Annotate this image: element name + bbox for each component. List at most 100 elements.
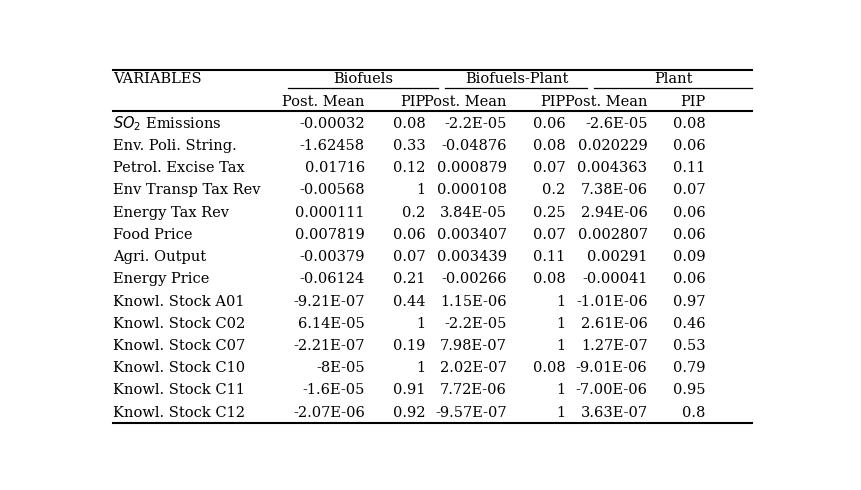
Text: Plant: Plant [653,73,692,86]
Text: Post. Mean: Post. Mean [424,95,506,109]
Text: 0.8: 0.8 [682,406,705,419]
Text: 0.003439: 0.003439 [436,250,506,264]
Text: 1: 1 [555,317,565,331]
Text: -0.00032: -0.00032 [299,117,364,131]
Text: Knowl. Stock C07: Knowl. Stock C07 [113,339,245,353]
Text: 0.12: 0.12 [393,161,425,175]
Text: 0.2: 0.2 [402,206,425,220]
Text: 1: 1 [416,361,425,375]
Text: -9.57E-07: -9.57E-07 [435,406,506,419]
Text: 0.07: 0.07 [532,161,565,175]
Text: 0.97: 0.97 [672,294,705,309]
Text: -2.07E-06: -2.07E-06 [293,406,364,419]
Text: 0.11: 0.11 [672,161,705,175]
Text: 1: 1 [555,294,565,309]
Text: 0.25: 0.25 [532,206,565,220]
Text: 1: 1 [555,384,565,397]
Text: PIP: PIP [400,95,425,109]
Text: -0.04876: -0.04876 [441,139,506,153]
Text: Agri. Output: Agri. Output [113,250,206,264]
Text: 0.002807: 0.002807 [577,228,647,242]
Text: Petrol. Excise Tax: Petrol. Excise Tax [113,161,245,175]
Text: 3.84E-05: 3.84E-05 [439,206,506,220]
Text: -0.06124: -0.06124 [300,272,364,286]
Text: -1.6E-05: -1.6E-05 [302,384,364,397]
Text: -9.21E-07: -9.21E-07 [293,294,364,309]
Text: 0.06: 0.06 [393,228,425,242]
Text: Knowl. Stock C11: Knowl. Stock C11 [113,384,245,397]
Text: -1.01E-06: -1.01E-06 [575,294,647,309]
Text: 0.003407: 0.003407 [436,228,506,242]
Text: Energy Price: Energy Price [113,272,209,286]
Text: 0.92: 0.92 [393,406,425,419]
Text: Biofuels-Plant: Biofuels-Plant [464,73,567,86]
Text: Knowl. Stock C02: Knowl. Stock C02 [113,317,245,331]
Text: 0.08: 0.08 [393,117,425,131]
Text: 1: 1 [555,406,565,419]
Text: 6.14E-05: 6.14E-05 [298,317,364,331]
Text: 2.94E-06: 2.94E-06 [580,206,647,220]
Text: 0.01716: 0.01716 [304,161,364,175]
Text: 0.91: 0.91 [393,384,425,397]
Text: 0.53: 0.53 [672,339,705,353]
Text: 0.44: 0.44 [393,294,425,309]
Text: 0.06: 0.06 [672,272,705,286]
Text: 0.06: 0.06 [672,228,705,242]
Text: 0.21: 0.21 [393,272,425,286]
Text: -0.00041: -0.00041 [581,272,647,286]
Text: Knowl. Stock A01: Knowl. Stock A01 [113,294,245,309]
Text: 1: 1 [416,317,425,331]
Text: 0.79: 0.79 [672,361,705,375]
Text: 0.07: 0.07 [393,250,425,264]
Text: Env. Poli. String.: Env. Poli. String. [113,139,237,153]
Text: 0.95: 0.95 [672,384,705,397]
Text: 0.000108: 0.000108 [436,183,506,197]
Text: -2.21E-07: -2.21E-07 [293,339,364,353]
Text: 0.19: 0.19 [393,339,425,353]
Text: $\mathit{SO}_2$ Emissions: $\mathit{SO}_2$ Emissions [113,115,221,133]
Text: -2.2E-05: -2.2E-05 [443,117,506,131]
Text: 0.08: 0.08 [532,139,565,153]
Text: 0.09: 0.09 [672,250,705,264]
Text: 0.2: 0.2 [542,183,565,197]
Text: 7.98E-07: 7.98E-07 [439,339,506,353]
Text: 2.61E-06: 2.61E-06 [580,317,647,331]
Text: 0.11: 0.11 [532,250,565,264]
Text: 0.06: 0.06 [672,206,705,220]
Text: Post. Mean: Post. Mean [564,95,647,109]
Text: 0.06: 0.06 [532,117,565,131]
Text: -1.62458: -1.62458 [300,139,364,153]
Text: 3.63E-07: 3.63E-07 [579,406,647,419]
Text: 0.08: 0.08 [532,361,565,375]
Text: Post. Mean: Post. Mean [282,95,364,109]
Text: 0.000111: 0.000111 [295,206,364,220]
Text: Env Transp Tax Rev: Env Transp Tax Rev [113,183,260,197]
Text: 0.08: 0.08 [532,272,565,286]
Text: PIP: PIP [540,95,565,109]
Text: -2.2E-05: -2.2E-05 [443,317,506,331]
Text: Food Price: Food Price [113,228,192,242]
Text: -7.00E-06: -7.00E-06 [575,384,647,397]
Text: -9.01E-06: -9.01E-06 [575,361,647,375]
Text: PIP: PIP [679,95,705,109]
Text: -0.00266: -0.00266 [441,272,506,286]
Text: Biofuels: Biofuels [332,73,393,86]
Text: -0.00379: -0.00379 [299,250,364,264]
Text: 1.27E-07: 1.27E-07 [580,339,647,353]
Text: 1: 1 [555,339,565,353]
Text: -2.6E-05: -2.6E-05 [585,117,647,131]
Text: Knowl. Stock C10: Knowl. Stock C10 [113,361,245,375]
Text: Knowl. Stock C12: Knowl. Stock C12 [113,406,245,419]
Text: Energy Tax Rev: Energy Tax Rev [113,206,229,220]
Text: -8E-05: -8E-05 [316,361,364,375]
Text: 0.46: 0.46 [672,317,705,331]
Text: 0.07: 0.07 [532,228,565,242]
Text: VARIABLES: VARIABLES [113,73,201,86]
Text: 0.004363: 0.004363 [577,161,647,175]
Text: -0.00568: -0.00568 [299,183,364,197]
Text: 7.72E-06: 7.72E-06 [439,384,506,397]
Text: 0.00291: 0.00291 [586,250,647,264]
Text: 0.007819: 0.007819 [294,228,364,242]
Text: 1.15E-06: 1.15E-06 [439,294,506,309]
Text: 0.020229: 0.020229 [577,139,647,153]
